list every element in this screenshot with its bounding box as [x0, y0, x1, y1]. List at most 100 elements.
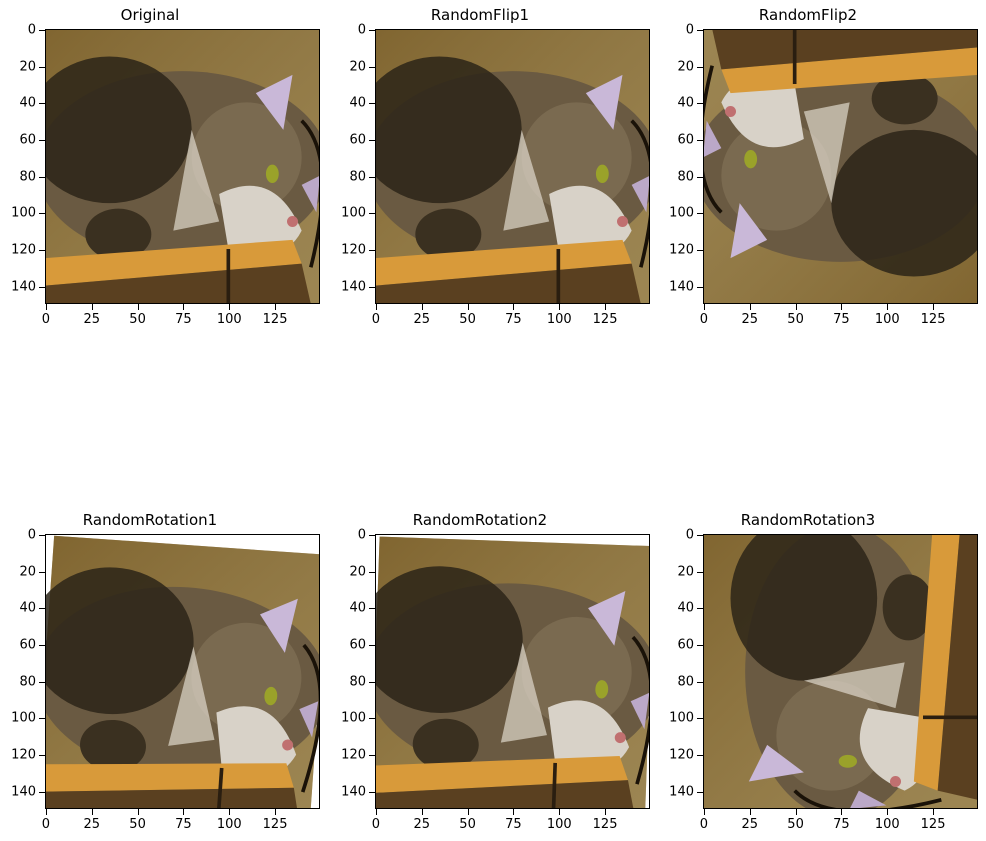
subplot-1: Original 0 20 40 60 80 100 120 140 0 25 50 75 100 125 — [0, 0, 320, 330]
y-tick-label: 100 — [669, 205, 694, 221]
x-tick-label: 25 — [741, 312, 759, 327]
x-tick — [375, 304, 377, 310]
x-tick-label: 0 — [699, 312, 709, 327]
subplot-title: RandomFlip1 — [430, 6, 530, 24]
cat-image — [45, 534, 320, 809]
x-tick-label: 0 — [371, 312, 381, 327]
y-tick-label: 60 — [677, 637, 694, 653]
y-tick-label: 20 — [349, 59, 366, 75]
y-tick — [369, 66, 375, 68]
y-tick — [369, 754, 375, 756]
y-tick-label: 80 — [19, 674, 36, 690]
y-tick — [39, 103, 45, 105]
x-tick — [229, 809, 231, 815]
subplot-title: Original — [120, 6, 180, 24]
x-tick-label: 75 — [505, 312, 522, 327]
x-tick — [275, 304, 277, 310]
x-tick — [183, 809, 185, 815]
x-tick — [703, 809, 705, 815]
y-tick — [369, 213, 375, 215]
y-tick-label: 100 — [11, 710, 36, 726]
y-tick — [697, 249, 703, 251]
y-tick — [39, 29, 45, 31]
y-tick — [369, 249, 375, 251]
subplot-4: RandomRotation1 0 20 40 60 80 100 120 140 0 25 50 75… — [0, 505, 320, 835]
y-tick-label: 140 — [669, 784, 694, 800]
x-tick — [841, 809, 843, 815]
y-tick — [697, 103, 703, 105]
y-tick — [697, 571, 703, 573]
x-tick-label: 75 — [833, 817, 850, 832]
x-tick-label: 125 — [262, 312, 288, 327]
y-tick — [697, 718, 703, 720]
subplot-6: RandomRotation3 0 20 40 60 80 100 120 140 0 25 50 75… — [658, 505, 978, 835]
y-tick-label: 0 — [685, 22, 694, 38]
y-tick — [697, 608, 703, 610]
cat-image — [703, 534, 978, 809]
image-axes: 0 20 40 60 80 100 120 140 0 25 50 75 100 125 — [669, 527, 978, 832]
y-tick-label: 100 — [341, 710, 366, 726]
y-tick — [39, 66, 45, 68]
y-tick-label: 140 — [341, 784, 366, 800]
y-tick-label: 120 — [669, 747, 694, 763]
x-tick — [559, 809, 561, 815]
x-tick — [91, 809, 93, 815]
y-tick — [697, 644, 703, 646]
y-tick-label: 140 — [11, 279, 36, 295]
y-tick-label: 100 — [11, 205, 36, 221]
y-tick — [39, 754, 45, 756]
y-tick-label: 20 — [19, 59, 36, 75]
y-tick-label: 60 — [19, 132, 36, 148]
y-tick-label: 0 — [27, 527, 36, 543]
x-tick — [229, 304, 231, 310]
y-tick — [369, 718, 375, 720]
x-tick-label: 50 — [787, 817, 804, 832]
y-tick — [697, 213, 703, 215]
y-tick-label: 40 — [19, 95, 36, 111]
image-axes: 0 20 40 60 80 100 120 140 0 25 50 75 100 125 — [11, 527, 320, 832]
x-tick — [841, 304, 843, 310]
y-tick-label: 80 — [349, 169, 366, 185]
subplot-title: RandomRotation1 — [82, 511, 218, 529]
y-tick — [697, 29, 703, 31]
y-tick-label: 40 — [349, 95, 366, 111]
x-tick-label: 50 — [787, 312, 804, 327]
y-tick-label: 100 — [341, 205, 366, 221]
x-tick — [887, 809, 889, 815]
x-tick — [703, 304, 705, 310]
x-tick-label: 75 — [175, 817, 192, 832]
y-tick — [697, 754, 703, 756]
cat-image — [45, 29, 320, 304]
subplot-3: RandomFlip2 0 20 40 60 80 100 120 140 0 25 50 75 100 1… — [658, 0, 978, 330]
x-tick — [559, 304, 561, 310]
y-tick — [369, 29, 375, 31]
x-tick — [467, 304, 469, 310]
subplot-2: RandomFlip1 0 20 40 60 80 100 120 140 0 25 50 75 100 1… — [330, 0, 650, 330]
y-tick-label: 80 — [349, 674, 366, 690]
x-tick-label: 125 — [592, 312, 618, 327]
y-tick — [697, 66, 703, 68]
x-tick — [45, 809, 47, 815]
x-tick-label: 0 — [371, 817, 381, 832]
y-tick-label: 120 — [11, 747, 36, 763]
x-tick — [749, 809, 751, 815]
y-tick — [39, 139, 45, 141]
x-tick-label: 75 — [175, 312, 192, 327]
y-tick-label: 0 — [357, 527, 366, 543]
y-tick-label: 20 — [19, 564, 36, 580]
x-tick — [183, 304, 185, 310]
x-tick-label: 75 — [505, 817, 522, 832]
y-tick-label: 140 — [341, 279, 366, 295]
y-tick-label: 40 — [677, 95, 694, 111]
x-tick — [467, 809, 469, 815]
y-tick-label: 80 — [677, 169, 694, 185]
x-tick — [275, 809, 277, 815]
y-tick — [697, 681, 703, 683]
x-tick — [795, 304, 797, 310]
y-tick — [369, 681, 375, 683]
y-tick-label: 40 — [677, 600, 694, 616]
subplot-title: RandomRotation2 — [412, 511, 548, 529]
x-tick-label: 50 — [129, 817, 146, 832]
y-tick-label: 60 — [677, 132, 694, 148]
cat-image — [375, 29, 650, 304]
